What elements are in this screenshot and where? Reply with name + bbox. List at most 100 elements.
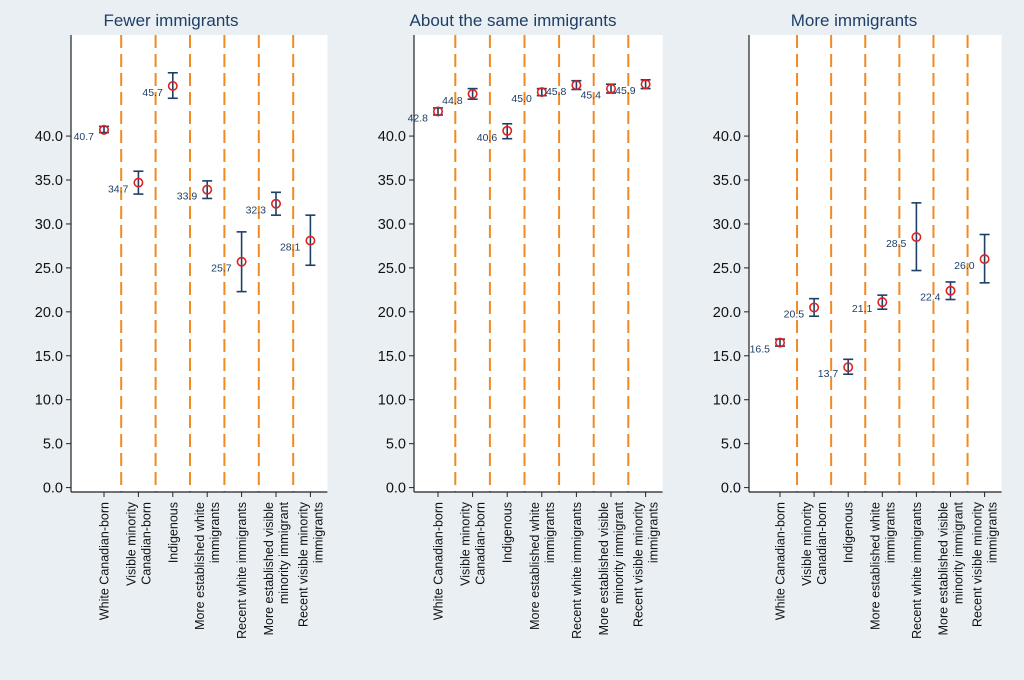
data-point — [467, 88, 478, 99]
y-tick-label: 10.0 — [378, 393, 406, 409]
category-label: Indigenous — [501, 502, 515, 563]
data-label: 25.7 — [211, 263, 232, 275]
data-label: 40.6 — [477, 132, 498, 144]
data-point — [99, 124, 110, 135]
panel-2: About the same immigrants 0.0 5.0 10.0 15.0 2… — [378, 11, 663, 639]
data-label: 44.8 — [442, 95, 463, 107]
y-tick-label: 25.0 — [378, 261, 406, 277]
category-label: White Canadian-born — [432, 502, 446, 620]
y-tick-label: 15.0 — [35, 349, 63, 365]
data-label: 32.3 — [246, 205, 267, 217]
y-tick-label: 15.0 — [713, 349, 741, 365]
data-label: 20.5 — [784, 308, 805, 320]
data-point — [432, 106, 443, 117]
panel-title: Fewer immigrants — [103, 11, 238, 30]
category-label: Recent visible minority — [971, 501, 985, 627]
category-label: immigrants — [883, 502, 897, 563]
category-label: Canadian-born — [815, 502, 829, 585]
category-label: immigrants — [647, 502, 661, 563]
data-label: 13.7 — [818, 368, 839, 380]
category-label: Recent white immigrants — [235, 502, 249, 639]
category-label: Indigenous — [166, 502, 180, 563]
category-label: More established visible — [597, 502, 611, 635]
data-point — [877, 297, 888, 308]
y-tick-label: 35.0 — [35, 173, 63, 189]
data-point — [979, 254, 990, 265]
y-tick-label: 0.0 — [43, 481, 63, 497]
data-point — [305, 235, 316, 246]
data-point — [270, 198, 281, 209]
category-label: immigrants — [543, 502, 557, 563]
y-tick-label: 20.0 — [713, 305, 741, 321]
category-label: More established white — [528, 502, 542, 630]
y-tick-label: 40.0 — [713, 129, 741, 145]
category-label: minority immigrant — [952, 501, 966, 604]
y-tick-label: 35.0 — [378, 173, 406, 189]
y-tick-label: 5.0 — [386, 437, 406, 453]
data-label: 34.7 — [108, 184, 129, 196]
category-label: immigrants — [986, 502, 1000, 563]
plot-area — [749, 35, 1002, 492]
data-label: 33.9 — [177, 191, 198, 203]
category-label: Recent visible minority — [296, 501, 310, 627]
category-label: immigrants — [311, 502, 325, 563]
y-tick-label: 30.0 — [378, 217, 406, 233]
y-tick-label: 15.0 — [378, 349, 406, 365]
category-label: Canadian-born — [474, 502, 488, 585]
data-point — [167, 80, 178, 91]
data-label: 28.1 — [280, 242, 301, 254]
category-label: White Canadian-born — [774, 502, 788, 620]
data-label: 28.5 — [886, 238, 907, 250]
y-tick-label: 0.0 — [721, 481, 741, 497]
data-point — [605, 83, 616, 94]
data-point — [133, 177, 144, 188]
data-label: 16.5 — [750, 344, 771, 356]
category-label: More established white — [193, 502, 207, 630]
data-point — [536, 87, 547, 98]
data-label: 45.4 — [581, 90, 602, 102]
y-tick-label: 0.0 — [386, 481, 406, 497]
y-tick-label: 30.0 — [713, 217, 741, 233]
category-label: More established visible — [262, 502, 276, 635]
data-point — [571, 80, 582, 91]
data-point — [202, 184, 213, 195]
y-tick-label: 10.0 — [713, 393, 741, 409]
category-label: Recent visible minority — [632, 501, 646, 627]
data-label: 40.7 — [74, 131, 95, 143]
data-point — [236, 256, 247, 267]
data-point — [640, 79, 651, 90]
y-tick-label: 25.0 — [35, 261, 63, 277]
data-point — [774, 337, 785, 348]
y-tick-label: 35.0 — [713, 173, 741, 189]
category-label: immigrants — [208, 502, 222, 563]
data-point — [843, 362, 854, 373]
y-tick-label: 5.0 — [43, 437, 63, 453]
y-tick-label: 40.0 — [378, 129, 406, 145]
plot-area — [71, 35, 328, 492]
category-label: Indigenous — [842, 502, 856, 563]
y-tick-label: 25.0 — [713, 261, 741, 277]
category-label: Recent white immigrants — [570, 502, 584, 639]
category-label: Visible minority — [800, 501, 814, 586]
data-label: 21.1 — [852, 303, 873, 315]
data-point — [809, 302, 820, 313]
category-label: Visible minority — [124, 501, 138, 586]
y-tick-label: 20.0 — [35, 305, 63, 321]
y-tick-label: 20.0 — [378, 305, 406, 321]
data-label: 45.7 — [142, 87, 163, 99]
category-label: Canadian-born — [139, 502, 153, 585]
data-point — [945, 285, 956, 296]
data-point — [502, 125, 513, 136]
category-label: minority immigrant — [612, 501, 626, 604]
category-label: minority immigrant — [277, 501, 291, 604]
y-tick-label: 30.0 — [35, 217, 63, 233]
category-label: Visible minority — [459, 501, 473, 586]
y-tick-label: 10.0 — [35, 393, 63, 409]
panel-title: About the same immigrants — [410, 11, 617, 30]
data-point — [911, 232, 922, 243]
y-tick-label: 40.0 — [35, 129, 63, 145]
data-label: 45.8 — [546, 86, 567, 98]
panel-title: More immigrants — [791, 11, 918, 30]
panel-1: Fewer immigrants 0.0 5.0 10.0 15.0 20.0 25.0 30… — [35, 11, 328, 639]
